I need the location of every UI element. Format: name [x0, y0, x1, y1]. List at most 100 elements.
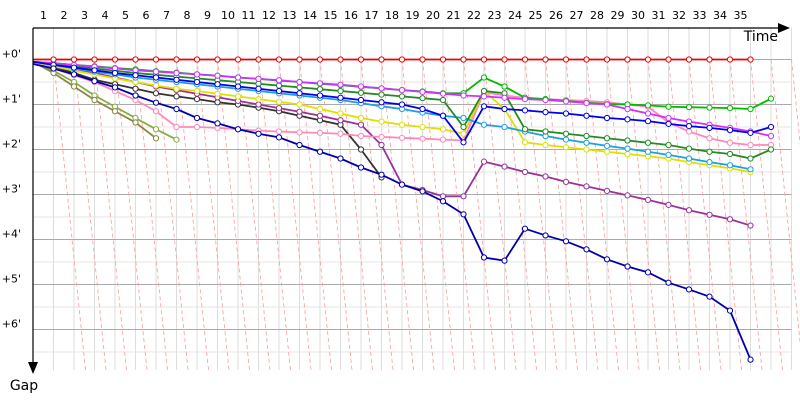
x-tick-label: 35: [734, 9, 748, 22]
x-axis-label: Time: [743, 29, 778, 45]
y-tick-label: +2': [2, 138, 21, 151]
lap-dash: [524, 59, 558, 371]
data-point: [316, 148, 324, 155]
data-point: [378, 99, 385, 106]
data-point: [521, 225, 529, 232]
y-tick-label: +4': [2, 228, 21, 241]
data-point: [91, 78, 98, 85]
data-point: [193, 78, 201, 86]
lap-dash: [750, 59, 783, 371]
data-point: [603, 101, 611, 108]
x-tick-label: 31: [652, 9, 666, 22]
lap-dash: [299, 59, 332, 371]
data-point: [665, 56, 672, 63]
data-point: [111, 108, 119, 115]
lap-dash: [709, 59, 742, 371]
data-point: [706, 56, 713, 63]
data-point: [665, 114, 672, 122]
data-point: [398, 121, 406, 128]
data-point: [480, 158, 488, 165]
data-point: [501, 163, 508, 170]
data-point: [296, 129, 303, 136]
data-point: [603, 148, 611, 155]
data-point: [767, 95, 775, 102]
data-point: [132, 67, 139, 74]
series-line: [32, 60, 751, 173]
data-point: [357, 132, 365, 140]
y-tick-label: +5': [2, 273, 21, 286]
data-point: [685, 145, 693, 152]
data-point: [337, 130, 344, 137]
x-tick-label: 12: [262, 9, 276, 22]
data-point: [337, 117, 344, 124]
data-point: [562, 130, 570, 137]
data-point: [419, 188, 426, 195]
data-point: [706, 293, 713, 300]
data-point: [460, 139, 467, 146]
data-point: [337, 155, 344, 162]
data-point: [91, 56, 98, 63]
data-point: [583, 112, 590, 119]
data-point: [132, 119, 139, 126]
data-point: [193, 71, 201, 78]
data-point: [152, 108, 160, 115]
data-point: [644, 148, 652, 155]
x-tick-label: 16: [344, 9, 358, 22]
lap-dash: [258, 59, 291, 371]
lap-dash: [217, 59, 250, 371]
data-point: [357, 83, 365, 90]
data-point: [562, 136, 570, 143]
x-tick-label: 8: [184, 9, 191, 22]
data-point: [726, 150, 734, 158]
data-point: [337, 56, 344, 63]
data-point: [480, 103, 488, 110]
data-point: [275, 105, 283, 112]
data-point: [152, 126, 160, 133]
data-point: [583, 132, 590, 140]
data-point: [460, 123, 467, 131]
data-point: [542, 141, 549, 149]
x-tick-label: 13: [283, 9, 297, 22]
data-point: [624, 105, 631, 113]
data-point: [275, 56, 283, 63]
x-tick-label: 10: [221, 9, 235, 22]
data-point: [501, 123, 508, 131]
data-point: [439, 126, 447, 133]
data-point: [542, 173, 549, 180]
data-point: [214, 90, 221, 97]
data-point: [357, 56, 365, 63]
data-point: [501, 257, 508, 264]
lap-dash: [401, 59, 435, 371]
data-point: [460, 211, 467, 218]
data-point: [173, 69, 180, 77]
data-point: [665, 141, 672, 149]
data-point: [214, 81, 221, 88]
data-point: [603, 142, 611, 149]
data-point: [70, 71, 78, 78]
data-point: [378, 91, 385, 98]
data-point: [419, 123, 426, 131]
data-point: [173, 76, 180, 83]
data-point: [480, 56, 488, 63]
series-line: [32, 60, 751, 171]
series-line: [32, 60, 751, 227]
data-point: [111, 84, 119, 91]
data-point: [296, 90, 303, 97]
data-point: [706, 159, 713, 166]
data-point: [583, 139, 590, 146]
data-point: [296, 78, 303, 86]
data-point: [152, 56, 160, 63]
x-tick-label: 17: [365, 9, 379, 22]
data-point: [275, 87, 283, 95]
data-point: [624, 263, 631, 270]
data-point: [173, 93, 180, 100]
data-point: [480, 74, 488, 81]
data-point: [132, 56, 139, 63]
lap-dash: [319, 59, 353, 371]
data-point: [665, 201, 672, 208]
data-point: [234, 74, 242, 81]
data-point: [234, 126, 242, 133]
data-point: [624, 145, 631, 152]
data-point: [603, 256, 611, 263]
lap-dash: [586, 59, 619, 371]
